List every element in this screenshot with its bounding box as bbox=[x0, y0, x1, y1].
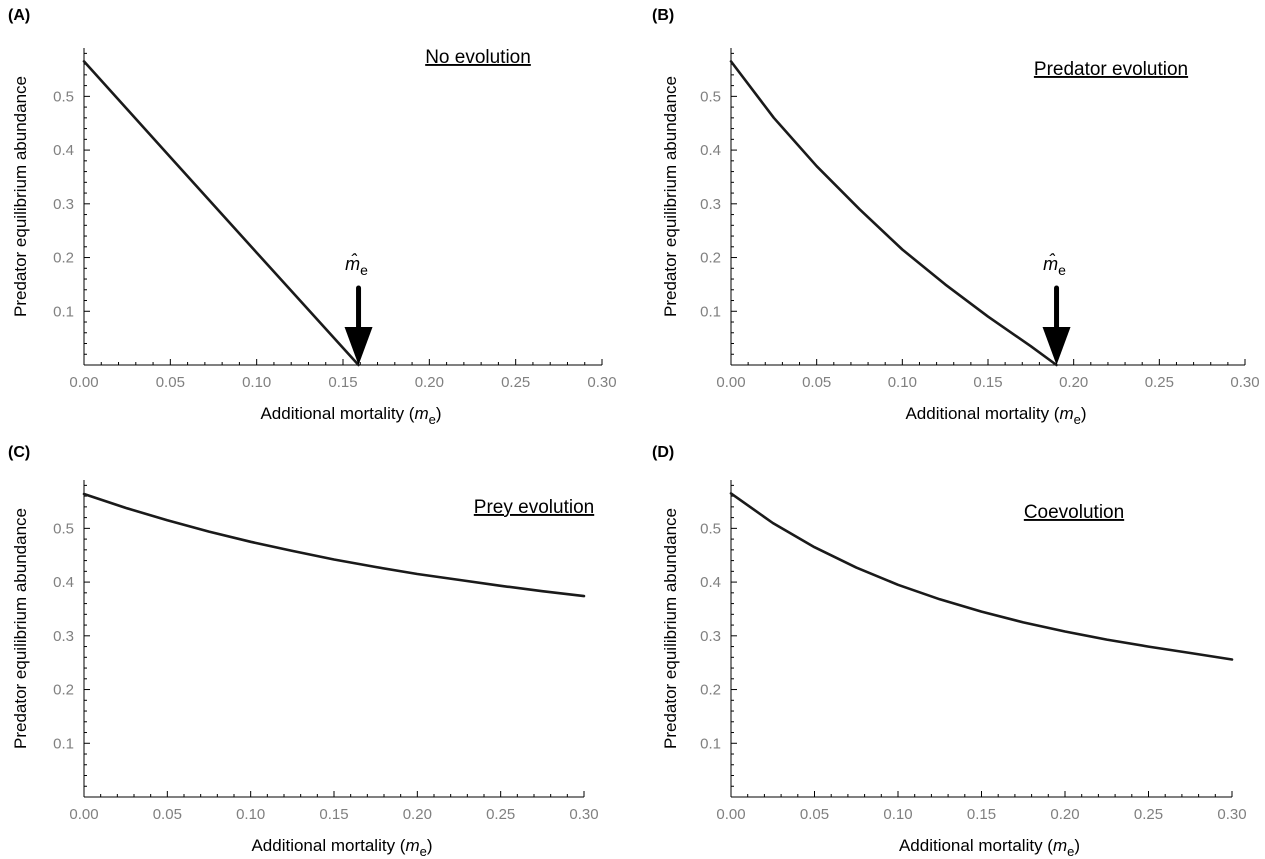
y-axis-title: Predator equilibrium abundance bbox=[661, 76, 680, 317]
x-axis-title: Additional mortality (me) bbox=[251, 836, 432, 859]
x-axis-title: Additional mortality (me) bbox=[899, 836, 1080, 859]
x-tick-label: 0.15 bbox=[319, 806, 348, 823]
x-tick-label: 0.05 bbox=[153, 806, 182, 823]
y-tick-label: 0.5 bbox=[53, 520, 74, 537]
x-tick-label: 0.25 bbox=[501, 374, 530, 391]
series-line bbox=[729, 60, 1058, 367]
panel-title: Prey evolution bbox=[474, 497, 594, 518]
x-tick-label: 0.00 bbox=[69, 374, 98, 391]
panel-title: Coevolution bbox=[1024, 502, 1124, 523]
x-tick-label: 0.00 bbox=[716, 806, 745, 823]
y-tick-label: 0.4 bbox=[700, 574, 721, 591]
threshold-label: m̂e bbox=[1043, 253, 1066, 278]
y-tick-label: 0.2 bbox=[700, 682, 721, 699]
panel-c: (C) 0.1 0.2 0.3 0.4 0.5 0.00 0.05 0.10 0.15 0.20 0.… bbox=[8, 444, 599, 859]
y-tick-label: 0.5 bbox=[700, 88, 721, 105]
panel-d: (D) 0.1 0.2 0.3 0.4 0.5 0.00 0.05 0.10 0.15 0.20 0.… bbox=[652, 444, 1247, 859]
series-line bbox=[82, 492, 586, 598]
x-tick-label: 0.10 bbox=[888, 374, 917, 391]
series-line bbox=[82, 60, 360, 367]
x-axis-title: Additional mortality (me) bbox=[260, 404, 441, 427]
x-tick-label: 0.25 bbox=[1134, 806, 1163, 823]
panel-label: (B) bbox=[652, 7, 674, 24]
panel-title: No evolution bbox=[425, 47, 531, 68]
x-tick-label: 0.15 bbox=[967, 806, 996, 823]
y-tick-label: 0.5 bbox=[53, 88, 74, 105]
y-tick-label: 0.1 bbox=[53, 735, 74, 752]
x-tick-label: 0.05 bbox=[802, 374, 831, 391]
y-axis-title: Predator equilibrium abundance bbox=[11, 76, 30, 317]
threshold-arrow-head bbox=[1042, 327, 1071, 365]
y-tick-label: 0.5 bbox=[700, 520, 721, 537]
x-tick-label: 0.25 bbox=[486, 806, 515, 823]
y-tick-label: 0.4 bbox=[53, 142, 74, 159]
x-tick-label: 0.20 bbox=[403, 806, 432, 823]
x-tick-label: 0.30 bbox=[569, 806, 598, 823]
y-tick-label: 0.2 bbox=[700, 250, 721, 267]
x-tick-label: 0.15 bbox=[328, 374, 357, 391]
x-tick-label: 0.30 bbox=[1230, 374, 1259, 391]
y-tick-label: 0.4 bbox=[700, 142, 721, 159]
y-tick-label: 0.1 bbox=[53, 303, 74, 320]
y-tick-label: 0.3 bbox=[53, 628, 74, 645]
y-tick-label: 0.3 bbox=[700, 196, 721, 213]
x-tick-label: 0.10 bbox=[883, 806, 912, 823]
x-tick-label: 0.15 bbox=[973, 374, 1002, 391]
panel-label: (D) bbox=[652, 444, 674, 461]
x-tick-label: 0.10 bbox=[242, 374, 271, 391]
y-tick-label: 0.4 bbox=[53, 574, 74, 591]
panel-title: Predator evolution bbox=[1034, 59, 1188, 80]
y-tick-label: 0.1 bbox=[700, 735, 721, 752]
x-tick-label: 0.20 bbox=[415, 374, 444, 391]
y-tick-label: 0.2 bbox=[53, 682, 74, 699]
panel-a: (A) 0.1 0.2 0.3 0.4 0.5 0.00 0.05 0.10 0.15 0.20 0.… bbox=[8, 7, 617, 427]
x-tick-label: 0.05 bbox=[800, 806, 829, 823]
x-axis-title: Additional mortality (me) bbox=[905, 404, 1086, 427]
y-tick-label: 0.1 bbox=[700, 303, 721, 320]
x-tick-label: 0.20 bbox=[1050, 806, 1079, 823]
y-axis-title: Predator equilibrium abundance bbox=[11, 508, 30, 749]
series-line bbox=[729, 492, 1234, 661]
threshold-label: m̂e bbox=[345, 253, 368, 278]
x-tick-label: 0.10 bbox=[236, 806, 265, 823]
y-tick-label: 0.3 bbox=[53, 196, 74, 213]
x-tick-label: 0.30 bbox=[587, 374, 616, 391]
panel-label: (A) bbox=[8, 7, 30, 24]
x-tick-label: 0.20 bbox=[1059, 374, 1088, 391]
panel-b: (B) 0.1 0.2 0.3 0.4 0.5 0.00 0.05 0.10 0.15 0.20 0.… bbox=[652, 7, 1260, 427]
y-tick-label: 0.2 bbox=[53, 250, 74, 267]
x-tick-label: 0.00 bbox=[69, 806, 98, 823]
panel-label: (C) bbox=[8, 444, 30, 461]
threshold-arrow-head bbox=[344, 327, 373, 365]
x-tick-label: 0.30 bbox=[1217, 806, 1246, 823]
x-tick-label: 0.00 bbox=[716, 374, 745, 391]
x-tick-label: 0.25 bbox=[1145, 374, 1174, 391]
y-tick-label: 0.3 bbox=[700, 628, 721, 645]
x-tick-label: 0.05 bbox=[156, 374, 185, 391]
y-axis-title: Predator equilibrium abundance bbox=[661, 508, 680, 749]
